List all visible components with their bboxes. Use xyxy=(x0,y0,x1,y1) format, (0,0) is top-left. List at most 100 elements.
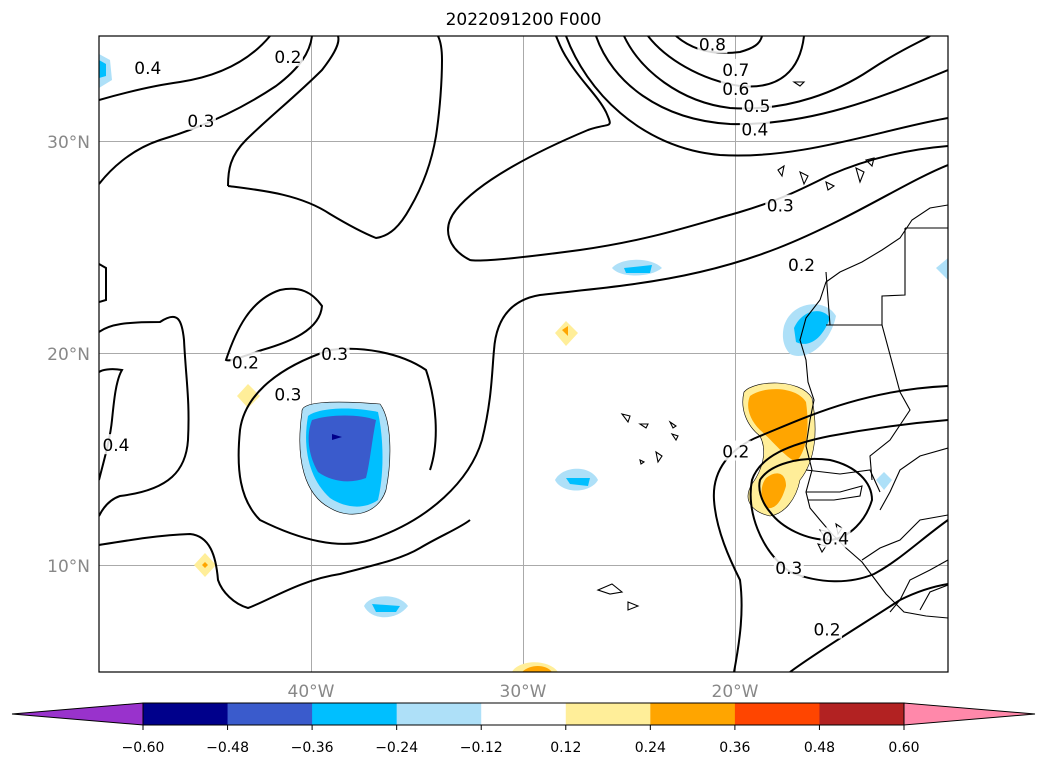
colorbar-tick-label: 0.12 xyxy=(550,740,581,756)
western-sahara-border xyxy=(825,271,831,326)
positive-spot-4-core xyxy=(522,666,552,672)
map-title: 2022091200 F000 xyxy=(445,10,602,30)
gambia-river xyxy=(806,485,863,501)
contour-label: 0.2 xyxy=(788,256,815,276)
contour-label: 0.3 xyxy=(321,345,348,365)
colorbar-segment xyxy=(819,703,905,725)
islands xyxy=(596,81,875,611)
contour-label: 0.3 xyxy=(775,559,802,579)
border-sierra-leone xyxy=(889,559,948,613)
border-guinea xyxy=(861,514,948,561)
contour-label: 0.2 xyxy=(722,443,749,463)
contour-label-bg xyxy=(741,94,772,115)
contour-label-bg xyxy=(319,343,350,363)
contour-0.4-west-small xyxy=(99,263,107,303)
lon-labels: 40°W 30°W 20°W xyxy=(288,682,759,702)
contour-label: 0.7 xyxy=(722,61,749,81)
contour-label-bg xyxy=(272,383,303,404)
colorbar-tick-label: −0.36 xyxy=(291,740,334,756)
contour-0.4-wa xyxy=(758,458,874,542)
contour-0.8 xyxy=(675,36,763,54)
canary-islands xyxy=(777,157,875,191)
small-islands-south xyxy=(596,583,640,611)
contour-0.3-north xyxy=(447,36,948,262)
contour-label-bg xyxy=(697,36,728,54)
contour-label-bg xyxy=(720,78,751,98)
colorbar-segment xyxy=(312,703,398,725)
contour-0.2-wa-south xyxy=(789,583,948,672)
positive-spot-3-core xyxy=(202,562,208,568)
contour-label-bg xyxy=(100,434,131,455)
negative-spot-3-core xyxy=(372,604,400,612)
colorbar-segment xyxy=(143,703,229,725)
positive-anomaly-west-africa-core-2 xyxy=(761,473,786,509)
contour-0.4-north xyxy=(565,36,948,157)
contour-label-bg xyxy=(739,118,770,139)
shaded-anomalies xyxy=(99,54,948,672)
colorbar-segment xyxy=(396,703,482,725)
negative-spot-6 xyxy=(876,472,892,490)
colorbar-tick-label: −0.24 xyxy=(375,740,418,756)
colorbar-extend-low xyxy=(11,702,144,726)
lon-label-30w: 30°W xyxy=(500,682,547,702)
contour-label: 0.2 xyxy=(274,48,301,68)
madeira xyxy=(792,81,806,87)
lat-label-30n: 30°N xyxy=(47,133,90,153)
positive-spot-2 xyxy=(237,384,260,408)
contour-label: 0.3 xyxy=(274,385,301,405)
contour-label: 0.4 xyxy=(102,436,129,456)
contour-label-bg xyxy=(230,351,261,372)
contour-label-bg xyxy=(820,527,851,548)
colorbar-tick-label: −0.48 xyxy=(206,740,249,756)
colorbar: −0.60 −0.48 −0.36 −0.24 −0.12 0.12 0.24 0.36 0.4… xyxy=(11,702,1036,756)
cape-verde xyxy=(620,413,679,465)
negative-spot-2-core xyxy=(566,478,590,486)
contour-0.2-top-left xyxy=(227,36,444,240)
negative-spot-1-core xyxy=(624,265,652,273)
colorbar-segment xyxy=(227,703,313,725)
border-senegal xyxy=(805,469,881,493)
border-mali-south xyxy=(879,447,948,511)
coastlines xyxy=(799,204,948,619)
colorbar-tick-label: 0.60 xyxy=(888,740,919,756)
contour-0.6 xyxy=(623,36,931,110)
colorbar-segment xyxy=(565,703,651,725)
colorbar-tick-label: 0.24 xyxy=(635,740,666,756)
contour-label: 0.2 xyxy=(232,353,259,373)
lat-labels: 30°N 20°N 10°N xyxy=(47,133,90,577)
map-content: 0.80.70.60.50.40.30.20.40.30.20.20.30.30… xyxy=(99,36,948,672)
colorbar-tick-label: 0.36 xyxy=(719,740,750,756)
lat-label-10n: 10°N xyxy=(47,557,90,577)
lon-label-20w: 20°W xyxy=(712,682,759,702)
negative-anomaly-strong xyxy=(308,415,376,482)
contour-label: 0.2 xyxy=(813,621,840,641)
map-frame xyxy=(98,35,949,673)
border-mauritania-north xyxy=(826,228,906,326)
contour-label-bg xyxy=(132,56,163,77)
contour-0.3-west-mid xyxy=(99,315,190,517)
contour-0.3-wa xyxy=(749,419,948,583)
negative-spot-4-core xyxy=(794,311,830,344)
africa-coastline xyxy=(799,204,948,619)
contour-label-bg xyxy=(812,618,843,639)
positive-spot-1-core xyxy=(562,326,568,336)
lon-label-40w: 40°W xyxy=(288,682,335,702)
contour-label-bg xyxy=(185,109,216,130)
colorbar-extend-high xyxy=(903,702,1036,726)
colorbar-segment xyxy=(481,703,567,725)
contour-label: 0.5 xyxy=(743,97,770,117)
contour-labels: 0.80.70.60.50.40.30.20.40.30.20.20.30.30… xyxy=(100,36,851,641)
lat-label-20n: 20°N xyxy=(47,345,90,365)
positive-anomaly-west-africa-core xyxy=(748,389,808,462)
border-ivory xyxy=(919,584,948,611)
contour-0.5 xyxy=(595,36,948,126)
negative-anomaly-core xyxy=(332,434,342,440)
contour-label: 0.3 xyxy=(187,112,214,132)
colorbar-tick-label: 0.48 xyxy=(804,740,835,756)
contour-0.2-wa xyxy=(712,385,948,672)
contour-label-bg xyxy=(786,253,817,274)
negative-spot-5-core xyxy=(99,60,106,78)
contour-label-bg xyxy=(720,440,751,461)
contour-0.4-nw xyxy=(99,36,271,101)
